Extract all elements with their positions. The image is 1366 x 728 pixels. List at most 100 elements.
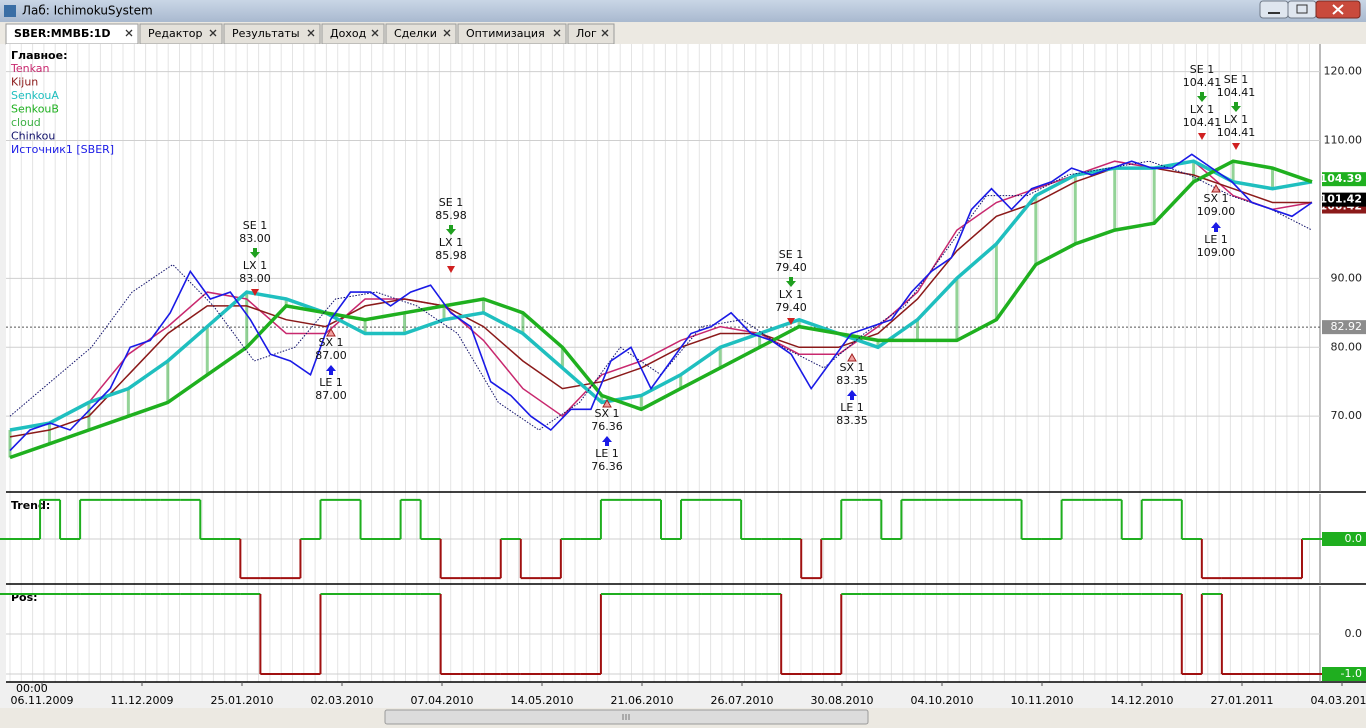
time-label: 00:00	[16, 682, 48, 695]
tab-close[interactable]	[307, 29, 315, 37]
panel-title: Pos:	[11, 591, 38, 604]
date-label: 27.01.2011	[1211, 694, 1274, 707]
tab-label: SBER:ММВБ:1D	[14, 27, 111, 40]
trade-label: LE 1	[1204, 233, 1228, 246]
tab-label: Результаты	[232, 27, 300, 40]
panel-title: Trend:	[11, 499, 50, 512]
trade-label: 79.40	[775, 301, 807, 314]
series-line	[9, 153, 1313, 452]
tab-close[interactable]	[553, 29, 561, 37]
trade-label: SX 1	[1203, 192, 1228, 205]
trade-label: SE 1	[439, 196, 463, 209]
trade-label: LX 1	[439, 236, 463, 249]
arrow-down	[250, 248, 260, 258]
tab-close[interactable]	[601, 29, 609, 37]
price-label: 104.39	[1320, 172, 1362, 185]
date-label: 04.10.2010	[911, 694, 974, 707]
triangle-down	[787, 318, 795, 325]
date-label: 07.04.2010	[411, 694, 474, 707]
trade-label: LE 1	[840, 401, 864, 414]
triangle-down	[251, 289, 259, 296]
trade-label: SE 1	[1190, 63, 1214, 76]
restore-button[interactable]	[1287, 0, 1317, 19]
tab-label: Оптимизация	[466, 27, 545, 40]
arrow-down	[1197, 92, 1207, 102]
tab-close[interactable]	[209, 29, 217, 37]
date-label: 11.12.2009	[111, 694, 174, 707]
restore-icon	[1296, 4, 1308, 14]
tab-close[interactable]	[443, 29, 451, 37]
arrow-up	[847, 390, 857, 400]
series-line	[9, 160, 1313, 431]
y-tick-label: 90.00	[1331, 271, 1363, 284]
tab-label: Лог	[576, 27, 597, 40]
date-label: 10.11.2010	[1011, 694, 1074, 707]
y-tick-label: 110.00	[1324, 133, 1363, 146]
level-box	[1322, 320, 1366, 335]
trade-label: SX 1	[318, 336, 343, 349]
trade-label: 87.00	[315, 349, 347, 362]
window-title: Лаб: IchimokuSystem	[22, 4, 153, 18]
trade-label: 104.41	[1217, 126, 1256, 139]
triangle-down	[1232, 143, 1240, 150]
trade-label: SE 1	[243, 219, 267, 232]
trade-label: SX 1	[594, 407, 619, 420]
tab-label: Редактор	[148, 27, 203, 40]
arrow-up	[602, 436, 612, 446]
series-line	[9, 167, 1312, 438]
trade-label: LX 1	[1224, 113, 1248, 126]
close-icon	[1332, 4, 1344, 15]
minimize-button[interactable]	[1259, 0, 1289, 19]
y-tick-label: 120.00	[1324, 65, 1363, 78]
scrollbar-grip	[622, 714, 630, 720]
price-label: 101.42	[1320, 193, 1362, 206]
y-tick-label: 80.00	[1331, 340, 1363, 353]
tab-label: Сделки	[394, 27, 437, 40]
date-label: 06.11.2009	[11, 694, 74, 707]
legend-entry: Chinkou	[11, 130, 55, 143]
date-label: 14.12.2010	[1111, 694, 1174, 707]
panel-title: Главное:	[11, 49, 67, 62]
triangle-down	[447, 266, 455, 273]
trade-label: 76.36	[591, 420, 623, 433]
date-label: 21.06.2010	[611, 694, 674, 707]
date-label: 04.03.2011	[1311, 694, 1366, 707]
trade-label: 104.41	[1217, 86, 1256, 99]
tab-label: Доход	[330, 27, 367, 40]
trade-label: 104.41	[1183, 116, 1222, 129]
trade-label: LX 1	[1190, 103, 1214, 116]
y-tick-label: -1.0	[1341, 667, 1362, 680]
legend-entry: SenkouB	[11, 103, 59, 116]
y-tick-label: 70.00	[1331, 409, 1363, 422]
tabs: SBER:ММВБ:1D Редактор Результаты Доход Сделк…	[5, 23, 615, 45]
y-tick-label: 0.0	[1345, 532, 1363, 545]
trade-label: LX 1	[243, 259, 267, 272]
trade-label: 87.00	[315, 389, 347, 402]
tab-close[interactable]	[371, 29, 379, 37]
arrow-up	[1211, 222, 1221, 232]
trade-label: SE 1	[1224, 73, 1248, 86]
arrow-down	[446, 225, 456, 235]
trade-label: 109.00	[1197, 205, 1236, 218]
trade-label: 76.36	[591, 460, 623, 473]
trade-label: LX 1	[779, 288, 803, 301]
tab-close[interactable]	[125, 29, 133, 37]
date-label: 30.08.2010	[811, 694, 874, 707]
trade-label: 85.98	[435, 249, 467, 262]
level-label: 82.92	[1331, 320, 1363, 333]
trade-label: 83.00	[239, 272, 271, 285]
triangle-up	[326, 327, 336, 337]
legend-entry: Kijun	[11, 76, 38, 89]
arrow-up	[326, 365, 336, 375]
triangle-down	[1198, 133, 1206, 140]
legend-entry: Источник1 [SBER]	[11, 143, 114, 156]
arrow-down	[786, 277, 796, 287]
trade-label: 83.35	[836, 414, 868, 427]
trade-label: 85.98	[435, 209, 467, 222]
date-label: 25.01.2010	[211, 694, 274, 707]
triangle-up	[602, 398, 612, 408]
legend-entry: cloud	[11, 116, 41, 129]
trade-label: 104.41	[1183, 76, 1222, 89]
plot: Главное: 70.00 80.00 90.00 110.00 120.00 Tenka…	[0, 44, 1366, 707]
